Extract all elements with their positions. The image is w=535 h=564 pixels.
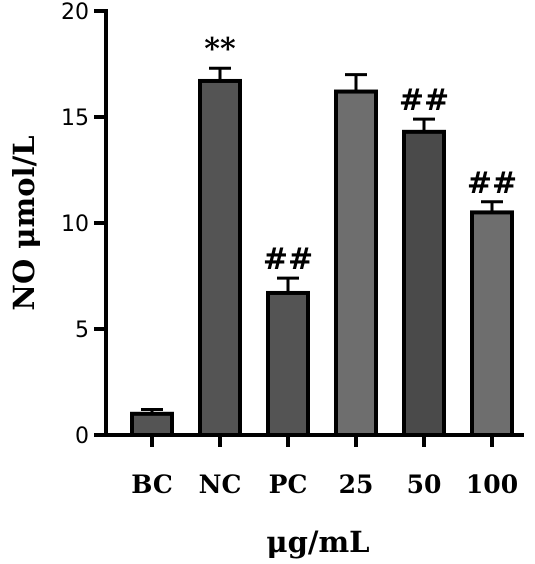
y-tick-label: 0 [75,424,89,449]
x-tick-label: 25 [339,470,374,499]
bar [266,290,310,437]
y-tick-label: 10 [61,212,89,237]
y-tick-labels-group: 0 5 10 15 20 [61,0,89,449]
significance-label: ## [467,166,517,201]
bars-group [130,78,514,438]
significance-labels-group: ** ## ## ## [204,32,517,277]
y-tick-label: 15 [61,106,89,131]
bar [402,129,446,437]
x-tick-labels-group: BC NC PC 25 50 100 [131,470,518,499]
y-tick-label: 5 [75,318,89,343]
bar [130,411,174,437]
bar [198,78,242,438]
y-tick-label: 20 [61,0,89,25]
significance-label: ## [263,242,313,277]
bar [470,210,514,437]
significance-label: ** [204,32,236,67]
bar [334,89,378,437]
x-tick-label: NC [199,470,242,499]
y-axis-title: NO μmol/L [7,135,41,310]
x-tick-label: 50 [407,470,442,499]
x-tick-label: BC [131,470,173,499]
x-tick-label: PC [269,470,308,499]
x-tick-label: 100 [466,470,518,499]
y-axis [94,9,108,437]
error-bars-group [141,66,503,414]
x-axis-title: μg/mL [266,525,369,559]
significance-label: ## [399,83,449,118]
